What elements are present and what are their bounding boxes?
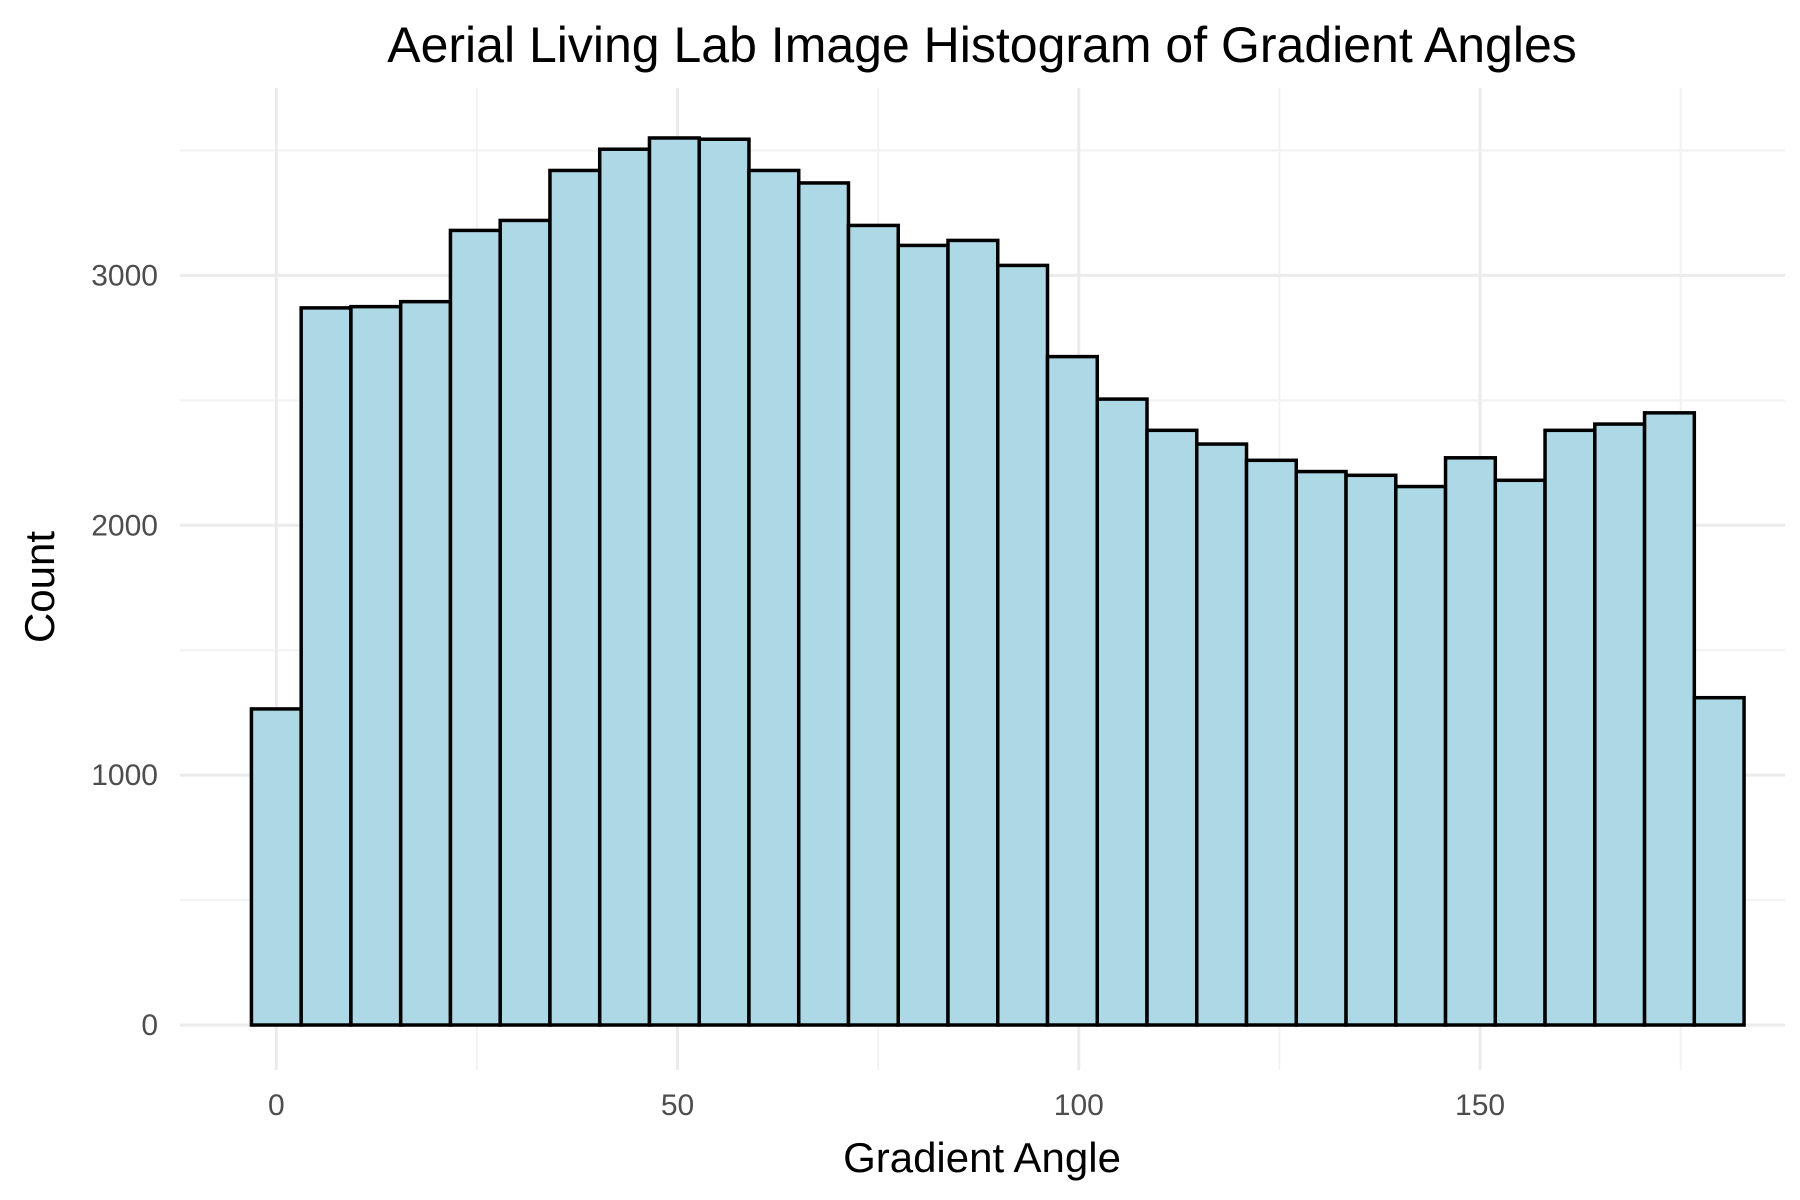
y-tick-label: 3000 bbox=[91, 259, 158, 292]
histogram-bar-22 bbox=[1294, 469, 1348, 1027]
histogram-bar-29 bbox=[1642, 411, 1697, 1027]
histogram-bar-26 bbox=[1493, 478, 1547, 1027]
histogram-bars bbox=[249, 136, 1746, 1027]
x-axis-title: Gradient Angle bbox=[843, 1134, 1121, 1181]
histogram-bar-10 bbox=[697, 137, 751, 1027]
histogram-bar-28 bbox=[1593, 422, 1647, 1027]
histogram-bar-20 bbox=[1195, 442, 1249, 1027]
histogram-bar-2 bbox=[299, 306, 353, 1027]
histogram-bar-14 bbox=[896, 243, 950, 1027]
x-tick-label: 0 bbox=[268, 1089, 285, 1122]
x-tick-label: 150 bbox=[1455, 1089, 1505, 1122]
histogram-bar-30 bbox=[1692, 695, 1746, 1027]
histogram-bar-24 bbox=[1394, 484, 1448, 1027]
histogram-bar-9 bbox=[647, 136, 701, 1027]
histogram-bar-6 bbox=[498, 218, 552, 1027]
histogram-bar-11 bbox=[747, 168, 801, 1027]
histogram-bar-5 bbox=[448, 228, 502, 1027]
histogram-bar-21 bbox=[1244, 458, 1299, 1027]
histogram-bar-13 bbox=[846, 223, 900, 1027]
histogram-bar-23 bbox=[1344, 473, 1398, 1027]
histogram-bar-3 bbox=[349, 304, 403, 1027]
histogram-bar-7 bbox=[548, 168, 602, 1027]
x-tick-label: 50 bbox=[661, 1089, 694, 1122]
chart-title: Aerial Living Lab Image Histogram of Gra… bbox=[387, 17, 1577, 73]
histogram-bar-12 bbox=[796, 181, 851, 1027]
y-axis-tick-labels: 0 1000 2000 3000 bbox=[91, 259, 158, 1042]
histogram-bar-18 bbox=[1095, 397, 1149, 1027]
histogram-bar-27 bbox=[1543, 428, 1597, 1027]
y-axis-title: Count bbox=[16, 531, 63, 643]
histogram-bar-4 bbox=[398, 299, 453, 1027]
histogram-bar-1 bbox=[249, 707, 303, 1027]
histogram-bar-25 bbox=[1443, 456, 1498, 1027]
histogram-bar-16 bbox=[995, 263, 1050, 1027]
x-tick-label: 100 bbox=[1054, 1089, 1104, 1122]
histogram-bar-8 bbox=[597, 147, 652, 1027]
y-tick-label: 1000 bbox=[91, 759, 158, 792]
histogram-bar-19 bbox=[1145, 428, 1199, 1027]
histogram-bar-17 bbox=[1045, 354, 1100, 1027]
histogram-bar-15 bbox=[946, 238, 1000, 1027]
y-tick-label: 2000 bbox=[91, 509, 158, 542]
x-axis-tick-labels: 0 50 100 150 bbox=[268, 1089, 1505, 1122]
y-tick-label: 0 bbox=[141, 1009, 158, 1042]
